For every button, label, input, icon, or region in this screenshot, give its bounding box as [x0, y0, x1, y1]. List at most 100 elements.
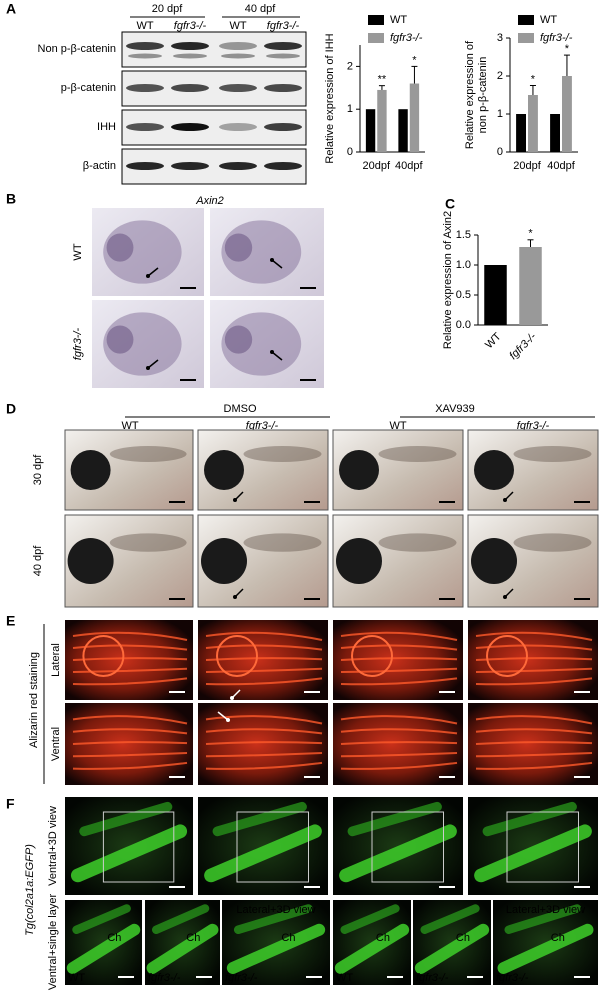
cartilage	[72, 761, 188, 770]
panel-label: F	[6, 796, 15, 812]
cartilage	[340, 904, 400, 934]
legend-label: WT	[390, 14, 407, 26]
caption: WT	[336, 972, 353, 984]
structure-label: Ch	[551, 932, 565, 944]
band	[171, 162, 209, 170]
inset-box	[236, 811, 309, 883]
structure-label: Ch	[456, 932, 470, 944]
cartilage	[205, 752, 323, 758]
probe: Axin2	[195, 195, 224, 207]
pigment	[243, 446, 322, 462]
cartilage	[340, 667, 458, 673]
cartilage	[72, 631, 188, 641]
arrow-head	[226, 718, 230, 722]
treatment: XAV939	[435, 403, 475, 415]
x-tick-label: 20dpf	[513, 160, 541, 172]
cartilage	[334, 923, 410, 974]
panel-label: E	[6, 613, 15, 629]
legend-swatch	[518, 15, 534, 25]
y-tick-label: 1.0	[456, 259, 471, 271]
cartilage	[205, 741, 323, 745]
specimen	[224, 325, 253, 354]
eye	[67, 538, 114, 584]
pigment	[513, 533, 592, 552]
cartilage	[475, 715, 593, 725]
band	[128, 53, 162, 59]
pigment	[243, 533, 322, 552]
inset-box	[371, 811, 444, 883]
cartilage	[504, 904, 582, 934]
eye	[70, 450, 111, 490]
band	[219, 162, 257, 170]
genotype: fgfr3-/-	[267, 20, 300, 32]
cartilage	[474, 824, 592, 883]
eye	[336, 538, 382, 584]
y-tick-label: 0.0	[456, 319, 471, 331]
cartilage	[340, 761, 458, 770]
arrow	[217, 711, 229, 721]
genotype: fgfr3-/-	[517, 420, 550, 432]
cartilage	[204, 824, 322, 883]
band	[171, 123, 209, 131]
panel-label: C	[445, 196, 455, 212]
arrow-head	[503, 498, 507, 502]
eye	[204, 450, 244, 490]
y-axis-label: Relative expression of	[464, 40, 476, 149]
cartilage	[72, 741, 188, 745]
cartilage	[70, 824, 188, 883]
arrow	[271, 351, 283, 361]
genotype: WT	[389, 420, 406, 432]
band	[219, 84, 257, 92]
legend-swatch	[368, 15, 384, 25]
eye	[474, 450, 514, 490]
view-label: Ventral+single layer	[47, 894, 59, 991]
structure-label: Ch	[281, 932, 295, 944]
band	[171, 84, 209, 92]
eye	[351, 635, 393, 677]
structure-label: Ch	[186, 932, 200, 944]
structure-label: Ch	[107, 932, 121, 944]
cartilage	[205, 631, 323, 641]
bar	[398, 109, 408, 152]
bar	[562, 76, 572, 152]
pigment	[513, 446, 592, 462]
arrow-head	[270, 350, 274, 354]
bar	[550, 114, 560, 152]
pigment	[109, 446, 187, 462]
cartilage	[340, 631, 458, 641]
eye	[201, 538, 247, 584]
timepoint: 20 dpf	[152, 3, 184, 15]
x-tick-label: WT	[483, 330, 504, 351]
y-tick-label: 3	[497, 32, 503, 44]
y-axis-label: Relative expression of Axin2	[442, 211, 454, 349]
significance: *	[531, 73, 536, 85]
arrow-head	[233, 595, 237, 599]
cartilage	[212, 801, 307, 837]
band	[264, 42, 302, 50]
band	[219, 42, 257, 50]
significance: *	[412, 54, 417, 66]
cartilage	[340, 752, 458, 758]
cartilage	[205, 715, 323, 725]
eye	[216, 635, 258, 677]
band	[126, 42, 164, 50]
staining-title: Alizarin red staining	[28, 652, 40, 748]
band	[126, 84, 164, 92]
cartilage	[475, 752, 593, 758]
bar	[516, 114, 526, 152]
x-tick-label: 40dpf	[395, 160, 423, 172]
legend-label: fgfr3-/-	[390, 32, 423, 44]
blot-row-label: β-actin	[83, 160, 116, 172]
cartilage	[340, 715, 458, 725]
structure-label: Ch	[376, 932, 390, 944]
caption: fgfr3-/-	[148, 972, 181, 984]
cartilage	[226, 923, 326, 974]
pigment	[109, 533, 187, 552]
cartilage	[340, 728, 458, 735]
y-tick-label: 0	[347, 146, 353, 158]
cartilage	[72, 728, 188, 735]
x-tick-label: 20dpf	[362, 160, 390, 172]
cartilage	[72, 752, 188, 758]
view-label: Lateral	[50, 643, 62, 677]
x-tick-label: fgfr3-/-	[507, 330, 539, 362]
